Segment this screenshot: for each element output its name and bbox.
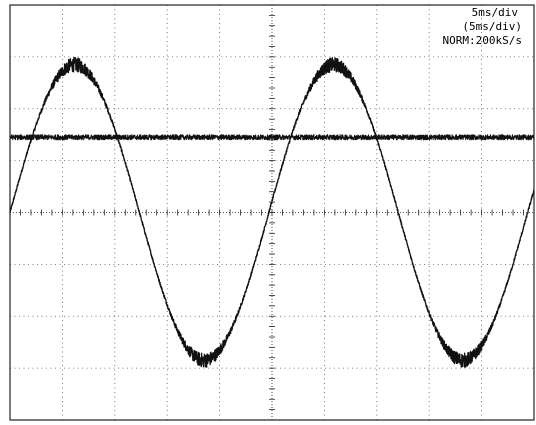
grid: [9, 4, 535, 421]
timebase-label: 5ms/div: [471, 6, 518, 19]
timebase-secondary-label: (5ms/div): [462, 20, 522, 33]
trace-series-1: [9, 56, 535, 368]
trace-series-2: [9, 134, 535, 141]
traces: [9, 56, 535, 368]
plot-frame: [9, 4, 535, 421]
acquisition-mode-label: NORM:200kS/s: [442, 34, 522, 47]
